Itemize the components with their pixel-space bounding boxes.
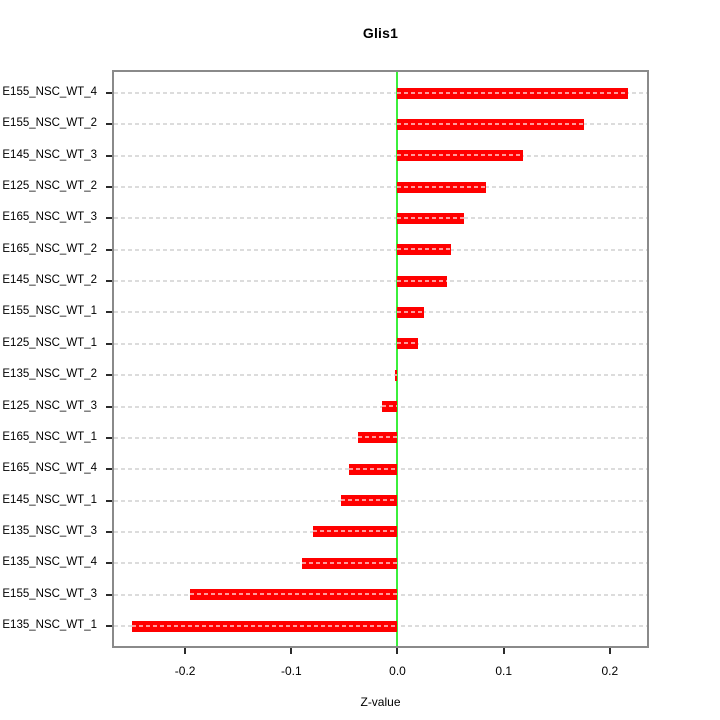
y-tick-label: E125_NSC_WT_2 xyxy=(2,180,97,193)
y-tick xyxy=(106,248,112,251)
bar xyxy=(190,589,398,601)
y-tick xyxy=(106,530,112,533)
y-tick xyxy=(106,562,112,565)
y-tick xyxy=(106,436,112,439)
y-tick xyxy=(106,342,112,345)
x-tick xyxy=(184,648,187,654)
bar xyxy=(397,181,486,193)
gridline xyxy=(114,311,647,314)
y-tick xyxy=(106,468,112,471)
bar xyxy=(312,526,398,538)
y-tick-label: E135_NSC_WT_3 xyxy=(2,524,97,537)
bar xyxy=(132,620,398,632)
bar xyxy=(381,401,398,413)
x-axis-label: Z-value xyxy=(360,695,401,709)
bar xyxy=(395,369,398,381)
y-tick-label: E125_NSC_WT_1 xyxy=(2,336,97,349)
bar xyxy=(341,495,398,507)
x-tick-label: 0.2 xyxy=(601,664,619,678)
x-tick xyxy=(608,648,611,654)
y-tick xyxy=(106,186,112,189)
y-tick-label: E135_NSC_WT_4 xyxy=(2,556,97,569)
x-tick-label: -0.2 xyxy=(174,664,196,678)
x-tick xyxy=(502,648,505,654)
y-tick xyxy=(106,280,112,283)
y-tick xyxy=(106,405,112,408)
bar xyxy=(397,87,629,99)
y-tick xyxy=(106,92,112,94)
bar xyxy=(358,432,398,444)
bar xyxy=(397,118,585,130)
bar xyxy=(301,557,398,569)
y-tick-label: E135_NSC_WT_1 xyxy=(2,619,97,631)
y-tick-label: E155_NSC_WT_3 xyxy=(2,587,97,600)
y-tick-label: E125_NSC_WT_3 xyxy=(2,399,97,412)
y-tick-label: E165_NSC_WT_2 xyxy=(2,242,97,255)
y-tick xyxy=(106,217,112,220)
y-tick xyxy=(106,374,112,377)
gridline xyxy=(114,217,647,220)
x-tick-label: -0.1 xyxy=(280,664,302,678)
bar xyxy=(397,150,524,162)
y-tick-label: E145_NSC_WT_3 xyxy=(2,148,97,161)
gridline xyxy=(114,405,647,408)
bar xyxy=(397,338,418,350)
gridline xyxy=(114,186,647,189)
gridline xyxy=(114,280,647,283)
chart-title: Glis1 xyxy=(362,25,399,41)
y-tick xyxy=(106,593,112,596)
bar xyxy=(348,463,398,475)
y-tick xyxy=(106,499,112,502)
y-tick xyxy=(106,311,112,314)
zero-reference-line xyxy=(396,72,399,646)
y-tick-label: E145_NSC_WT_1 xyxy=(2,493,97,506)
y-tick-label: E165_NSC_WT_4 xyxy=(2,462,97,475)
gridline xyxy=(114,248,647,251)
x-tick-label: 0.1 xyxy=(495,664,512,678)
y-tick-label: E155_NSC_WT_1 xyxy=(2,305,97,318)
gridline xyxy=(114,374,647,377)
y-tick-label: E155_NSC_WT_2 xyxy=(2,117,97,130)
x-tick xyxy=(396,648,399,654)
gridline xyxy=(114,92,647,94)
y-tick xyxy=(106,625,112,627)
gridline xyxy=(114,123,647,126)
x-tick xyxy=(290,648,293,654)
y-tick-label: E165_NSC_WT_1 xyxy=(2,430,97,443)
plot-area xyxy=(112,70,649,648)
x-tick-label: 0.0 xyxy=(389,664,406,678)
gridline xyxy=(114,342,647,345)
y-tick-label: E155_NSC_WT_4 xyxy=(2,86,97,98)
y-tick xyxy=(106,154,112,157)
y-tick-label: E165_NSC_WT_3 xyxy=(2,211,97,224)
bar xyxy=(397,244,451,256)
bar xyxy=(397,306,425,318)
bar xyxy=(397,275,448,287)
gridline xyxy=(114,154,647,157)
y-tick-label: E145_NSC_WT_2 xyxy=(2,274,97,287)
bar xyxy=(397,212,465,224)
y-tick xyxy=(106,123,112,126)
y-tick-label: E135_NSC_WT_2 xyxy=(2,368,97,381)
